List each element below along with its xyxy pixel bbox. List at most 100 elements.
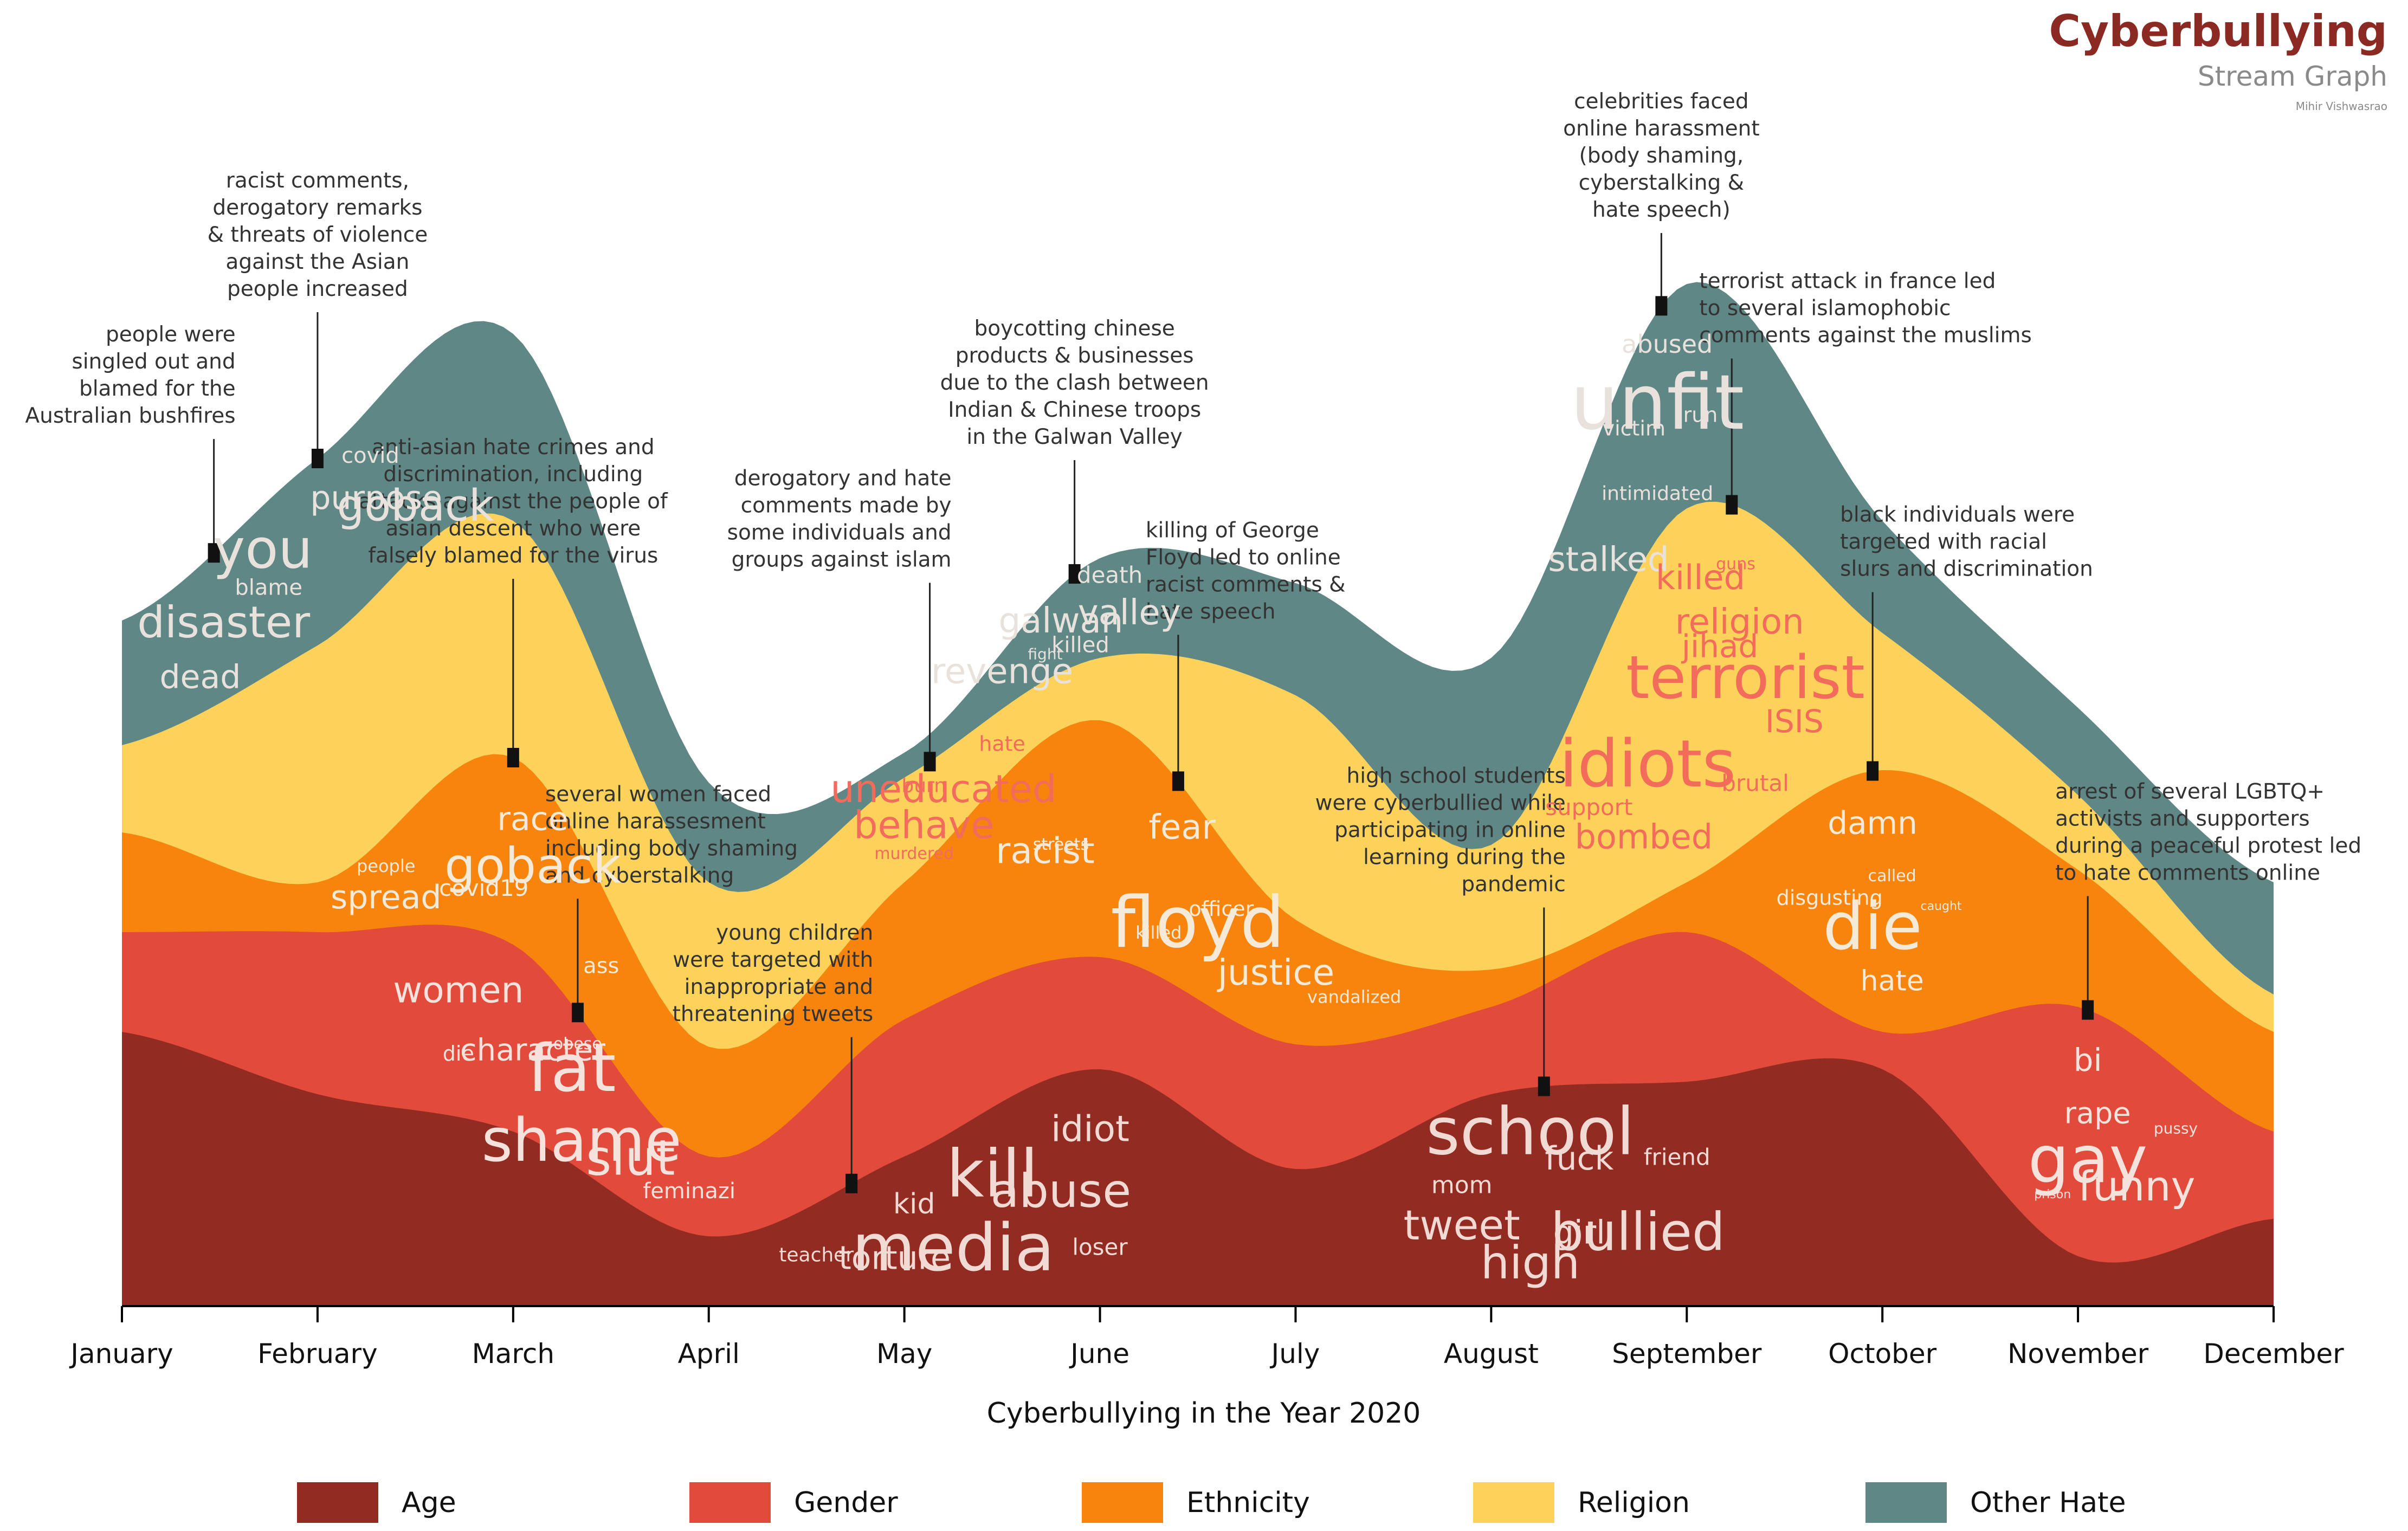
stream-layers [122,282,2274,1307]
annotation-text: products & businesses [956,344,1194,368]
word-label: hate [979,732,1025,756]
word-label: pussy [2154,1120,2198,1138]
word-label: kill [946,1137,1038,1212]
annotation-text: several women faced [545,782,771,806]
chart-author: Mihir Vishwasrao [2296,100,2387,113]
annotation-text: to hate comments online [2055,861,2320,886]
annotation-marker [1172,771,1184,791]
x-tick-label: June [1069,1338,1129,1369]
x-axis-title: Cyberbullying in the Year 2020 [987,1397,1421,1430]
word-label: abused [1622,330,1713,359]
word-label: killed [1135,922,1182,943]
word-label: funny [2078,1162,2195,1210]
chart-title: Cyberbullying [2049,6,2387,56]
annotation-text: falsely blamed for the virus [368,544,658,568]
word-label: dead [159,658,241,696]
x-tick-label: September [1612,1338,1762,1369]
word-label: burn [901,775,946,797]
x-tick-label: November [2007,1338,2149,1369]
word-label: teacher [779,1244,854,1267]
word-label: bullied [1551,1202,1725,1263]
annotation-marker [507,748,519,767]
annotation-text: arrest of several LGBTQ+ [2055,780,2325,804]
word-label: abuse [991,1164,1132,1218]
annotation-text: online harassment [1563,117,1760,141]
word-label: valley [1078,593,1181,633]
word-label: idiots [1559,727,1736,802]
word-label: revenge [931,652,1073,692]
word-label: disgusting [1777,886,1883,909]
annotation-text: including body shaming [545,836,798,861]
annotation-text: threatening tweets [673,1002,874,1026]
annotation-text: Floyd led to online [1146,545,1341,570]
legend-swatch [1082,1482,1163,1523]
word-label: you [213,518,313,581]
word-label: tweet [1404,1201,1520,1249]
word-label: jihad [1681,628,1758,665]
word-label: religion [1675,602,1804,642]
word-label: covid [341,443,399,468]
legend-label: Religion [1578,1487,1690,1519]
word-label: terrorist [1626,643,1864,712]
word-label: brutal [1721,770,1789,797]
annotation-text: Indian & Chinese troops [948,398,1201,422]
x-tick-label: December [2203,1338,2344,1369]
word-label: officer [1189,897,1254,921]
word-label: kid [893,1188,935,1220]
word-label: torture [838,1239,951,1277]
annotation-text: comments made by [741,493,952,518]
word-label: killed [1051,633,1109,658]
annotation-text: celebrities faced [1574,89,1749,114]
word-label: goback [337,480,494,531]
annotation-text: during a peaceful protest led [2055,834,2361,858]
annotation-marker [1068,564,1081,584]
annotation-text: slurs and discrimination [1840,557,2093,582]
annotation-marker [311,449,324,468]
annotation-text: young children [716,921,873,945]
word-label: uneducated [830,767,1056,811]
annotation-text: activists and supporters [2055,807,2310,831]
word-label: bombed [1575,817,1713,857]
annotation-text: in the Galwan Valley [966,425,1183,449]
annotation-marker [1655,296,1668,316]
x-axis: January February March April May June July Augu… [69,1305,2344,1369]
word-label: support [1545,794,1632,821]
word-label: blame [235,576,302,600]
x-tick-label: August [1444,1338,1539,1369]
legend-label: Ethnicity [1186,1487,1310,1519]
annotation-text: racist comments & [1146,572,1346,597]
word-label: streets [1033,835,1089,854]
annotation-marker [1538,1076,1550,1096]
annotation-text: people were [106,322,236,347]
word-label: disaster [137,597,310,648]
word-label: girl [1553,1214,1605,1252]
word-label: hate [1861,965,1924,998]
word-label: covid19 [439,875,528,901]
annotation-marker [208,543,220,563]
annotation-text: derogatory remarks [212,196,422,220]
word-label: idiot [1051,1108,1129,1150]
annotation-text: online harassesment [545,809,766,834]
annotation-text: were targeted with [673,948,873,972]
annotation-text: to several islamophobic [1699,296,1951,320]
annotation-marker [1867,761,1879,781]
legend-swatch [297,1482,378,1523]
word-label: ISIS [1765,703,1824,740]
word-label: vandalized [1307,986,1401,1007]
word-label: victim [1603,417,1665,441]
word-label: murdered [874,844,954,863]
x-tick-label: May [876,1338,932,1369]
annotation-text: targeted with racial [1840,530,2047,554]
annotation-text: comments against the muslims [1699,323,2032,347]
legend-swatch [689,1482,771,1523]
word-label: loser [1072,1233,1128,1260]
word-label: caught [1920,900,1961,913]
annotation-text: learning during the [1363,845,1566,870]
word-label: shame [481,1106,681,1175]
legend-label: Age [402,1487,456,1519]
annotation-text: participating in online [1334,818,1566,843]
word-label: character [460,1033,606,1068]
word-label: women [393,970,524,1011]
annotation-text: pandemic [1461,873,1565,897]
